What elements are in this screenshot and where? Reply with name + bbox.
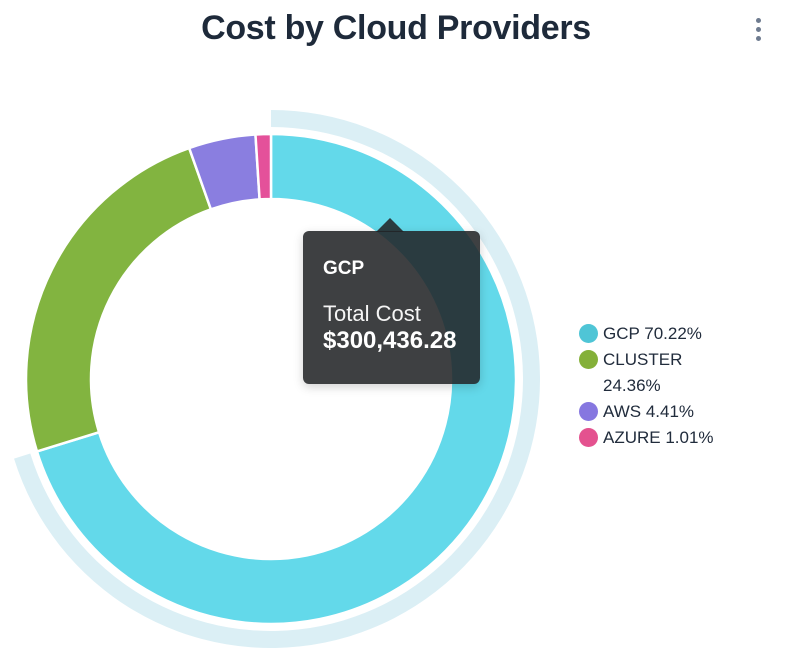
legend-item-cluster[interactable]: CLUSTER 24.36%: [579, 347, 728, 399]
chart-header: Cost by Cloud Providers: [0, 0, 792, 56]
kebab-dot: [755, 26, 761, 32]
legend-label: GCP 70.22%: [603, 324, 702, 343]
legend-item-gcp[interactable]: GCP 70.22%: [579, 321, 728, 347]
legend-label: AZURE 1.01%: [603, 428, 714, 447]
chart-title: Cost by Cloud Providers: [201, 9, 591, 47]
legend-dot-icon: [579, 350, 598, 369]
kebab-dot: [755, 17, 761, 23]
legend-item-aws[interactable]: AWS 4.41%: [579, 399, 728, 425]
legend-dot-icon: [579, 402, 598, 421]
kebab-dot: [755, 35, 761, 41]
legend-label: CLUSTER 24.36%: [603, 350, 683, 395]
legend-dot-icon: [579, 428, 598, 447]
slice-cluster[interactable]: [24, 146, 213, 454]
legend-dot-icon: [579, 324, 598, 343]
chart-legend: GCP 70.22% CLUSTER 24.36% AWS 4.41% AZUR…: [579, 321, 728, 451]
slice-azure[interactable]: [254, 132, 273, 201]
legend-label: AWS 4.41%: [603, 402, 695, 421]
legend-item-azure[interactable]: AZURE 1.01%: [579, 425, 728, 451]
kebab-menu-icon[interactable]: [751, 16, 765, 42]
